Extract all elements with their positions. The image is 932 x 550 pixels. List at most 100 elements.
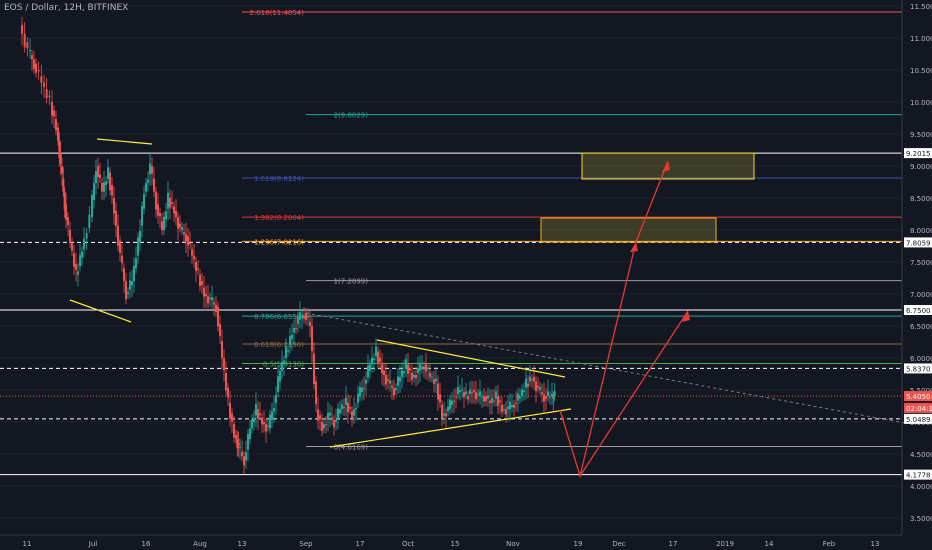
candle-body (137, 237, 139, 256)
arrow-head-3 (630, 242, 638, 252)
candle-body (173, 206, 175, 214)
candle-body (537, 385, 539, 388)
price-label: 02:04:14 (906, 405, 932, 413)
candle-body (211, 297, 213, 301)
candle-body (249, 428, 251, 440)
candle-body (535, 381, 537, 391)
candle-body (541, 392, 543, 395)
candle-body (101, 183, 103, 192)
candle-body (57, 127, 59, 141)
candle-body (167, 192, 169, 209)
candle-body (125, 281, 127, 300)
candle-body (235, 434, 237, 440)
candle-body (149, 163, 151, 175)
candle-body (26, 42, 29, 49)
candle-body (267, 425, 269, 427)
candle-body (225, 372, 227, 391)
candle-body (337, 408, 339, 418)
x-tick-label: 19 (574, 540, 583, 548)
candle-body (552, 396, 555, 399)
candle-body (75, 264, 77, 270)
candle-body (155, 191, 157, 210)
candle-body (35, 63, 37, 73)
projection-path-2 (579, 310, 689, 477)
candle-body (473, 390, 475, 393)
candle-body (223, 358, 225, 371)
candle-body (153, 178, 155, 192)
candle-body (245, 452, 247, 461)
candle-body (33, 59, 35, 69)
candle-body (539, 387, 541, 390)
fib-levels: 2.618(11.4054) 2(9.8029) 1.618(8.8124) 1.38… (242, 9, 902, 452)
candle-body (236, 439, 239, 449)
candle-body (359, 387, 361, 397)
candle-body (299, 312, 301, 320)
candle-body (449, 399, 451, 410)
candle-body (213, 302, 215, 305)
candle-body (23, 33, 26, 48)
candle-body (105, 181, 107, 186)
candle-body (523, 390, 525, 393)
candle-body (73, 253, 75, 267)
candle-body (65, 204, 67, 220)
candle-body (71, 242, 73, 251)
candle-body (527, 383, 529, 387)
price-label-box (904, 148, 932, 159)
candle-body (159, 212, 161, 217)
candle-body (543, 394, 545, 402)
candle-body (499, 400, 501, 403)
candle-body (123, 268, 125, 282)
candle-body (107, 167, 109, 179)
triangle-lower (329, 408, 572, 448)
candle-body (395, 388, 397, 390)
candle-body (58, 140, 61, 159)
candle-body (37, 70, 40, 72)
arrow-head-2 (682, 311, 690, 322)
x-tick-label: 14 (765, 540, 774, 548)
candle-body (161, 221, 163, 230)
fib-label: 2.618(11.4054) (250, 9, 305, 17)
candle-body (269, 414, 271, 429)
candle-body (429, 372, 431, 378)
candle-body (409, 368, 411, 371)
x-tick-label: 11 (23, 540, 32, 548)
candle-body (435, 378, 437, 382)
candle-body (469, 389, 471, 395)
candle-body (229, 402, 231, 419)
candle-body (135, 258, 137, 269)
y-tick-label: 8.0000 (910, 227, 932, 235)
candle-body (209, 297, 211, 299)
candle-body (335, 420, 337, 422)
x-tick-label: Feb (823, 540, 836, 548)
candle-body (195, 262, 197, 271)
x-tick-label: 16 (142, 540, 151, 548)
candle-body (151, 166, 153, 174)
target-box-upper (581, 152, 755, 180)
candle-body (345, 397, 347, 405)
candle-body (185, 234, 187, 242)
price-label-box (904, 469, 932, 480)
chart-title: EOS / Dollar, 12H, BITFINEX (4, 3, 129, 13)
x-tick-label: Oct (402, 540, 414, 548)
candle-body (505, 409, 507, 415)
candle-body (325, 424, 327, 426)
price-label-box (904, 391, 932, 402)
price-label-box (904, 363, 932, 374)
candle-body (143, 194, 145, 209)
target-box-lower (540, 217, 717, 243)
candle-body (421, 366, 423, 369)
candle-body (487, 395, 489, 399)
candle-body (349, 407, 351, 409)
candle-body (455, 396, 457, 398)
candle-body (513, 404, 515, 408)
candle-body (503, 409, 505, 411)
candle-body (525, 378, 527, 388)
x-tick-label: 13 (238, 540, 247, 548)
candle-body (459, 390, 461, 393)
candle-body (129, 280, 131, 290)
candle-body (501, 404, 503, 412)
candle-body (247, 433, 249, 450)
candle-body (515, 402, 517, 404)
candle-body (85, 232, 88, 239)
